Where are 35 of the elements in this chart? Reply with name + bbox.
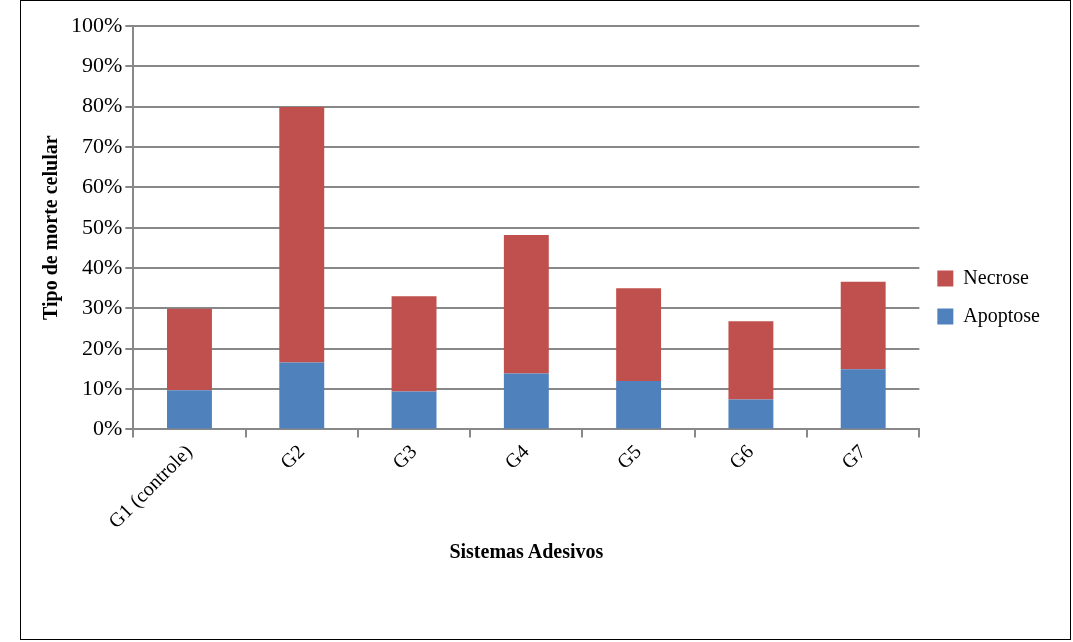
y-tick-label: 10% [82, 374, 123, 400]
legend-label: Apoptose [963, 303, 1041, 327]
y-tick-label: 80% [82, 92, 123, 118]
bar [391, 391, 437, 429]
x-axis-title: Sistemas Adesivos [449, 540, 604, 563]
y-tick-label: 90% [82, 52, 123, 78]
bar [167, 308, 212, 391]
bar [503, 234, 549, 374]
y-tick-label: 0% [93, 415, 123, 441]
bar [728, 321, 774, 400]
x-tick-label: G3 [387, 439, 421, 473]
legend-label: Necrose [963, 265, 1029, 288]
x-tick-label: G4 [500, 439, 533, 473]
bar [279, 107, 325, 363]
bar [616, 381, 662, 429]
y-tick-label: 100% [71, 11, 123, 37]
y-tick-label: 70% [82, 132, 123, 158]
bar [391, 296, 437, 392]
x-tick-label: G5 [612, 439, 646, 473]
y-tick-label: 30% [82, 294, 123, 320]
x-tick-label: G6 [724, 439, 758, 473]
bar [503, 373, 549, 429]
y-tick-label: 50% [82, 213, 123, 239]
y-axis-title: Tipo de morte celular [39, 135, 63, 321]
bar [728, 399, 774, 429]
y-tick-label: 40% [82, 253, 123, 279]
bar [616, 288, 662, 382]
bar [167, 390, 212, 429]
bar [840, 281, 886, 370]
y-tick-label: 60% [82, 173, 123, 199]
y-tick-label: 20% [82, 334, 123, 360]
bar [840, 369, 886, 429]
x-tick-label: G7 [836, 439, 870, 473]
x-tick-label: G2 [275, 439, 309, 473]
bar [279, 362, 325, 429]
